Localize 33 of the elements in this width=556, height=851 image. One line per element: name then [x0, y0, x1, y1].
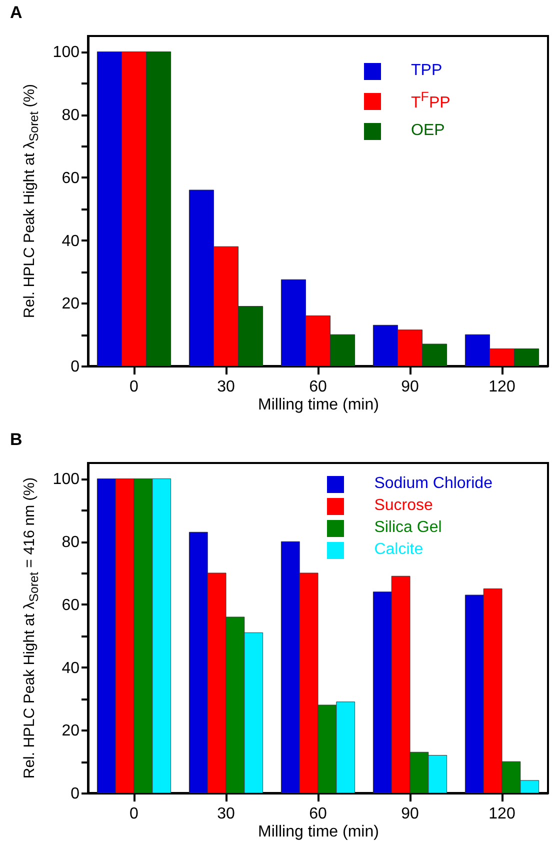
x-tick-label: 30: [217, 806, 235, 822]
legend-label: Silica Gel: [374, 519, 442, 537]
legend-label: TPP: [411, 62, 442, 80]
y-tick-label: 0: [70, 786, 80, 802]
x-axis-title: Milling time (min): [258, 824, 379, 840]
x-tick-label: 30: [217, 378, 235, 396]
x-tick-label: 0: [130, 378, 139, 396]
y-tick-label: 40: [62, 232, 80, 250]
x-tick-label: 120: [488, 378, 516, 396]
x-tick-label: 60: [309, 806, 327, 822]
x-tick-label: 0: [130, 806, 139, 822]
legend-label: T$^{F}$PP: [411, 89, 450, 113]
y-tick-label: 80: [62, 534, 80, 552]
y-tick-label: 0: [70, 358, 80, 376]
y-tick-label: 100: [52, 471, 80, 488]
chart-title: A: [10, 3, 22, 22]
y-tick-label: 40: [62, 660, 80, 677]
legend-label: Sodium Chloride: [374, 475, 492, 493]
legend-label: Sucrose: [374, 497, 433, 515]
x-tick-label: 60: [309, 378, 327, 396]
x-tick-label: 90: [401, 378, 419, 396]
y-tick-label: 60: [62, 596, 80, 614]
legend-label: OEP: [411, 122, 445, 140]
y-tick-label: 20: [62, 722, 80, 740]
y-tick-label: 80: [62, 107, 80, 124]
legend-label: Calcite: [374, 541, 424, 559]
y-tick-label: 100: [52, 44, 80, 62]
y-tick-label: 20: [62, 296, 80, 313]
x-tick-label: 120: [488, 806, 516, 822]
y-tick-label: 60: [62, 170, 80, 187]
chart-title: B: [10, 430, 22, 449]
x-axis-title: Milling time (min): [258, 396, 379, 414]
x-tick-label: 90: [401, 806, 419, 822]
